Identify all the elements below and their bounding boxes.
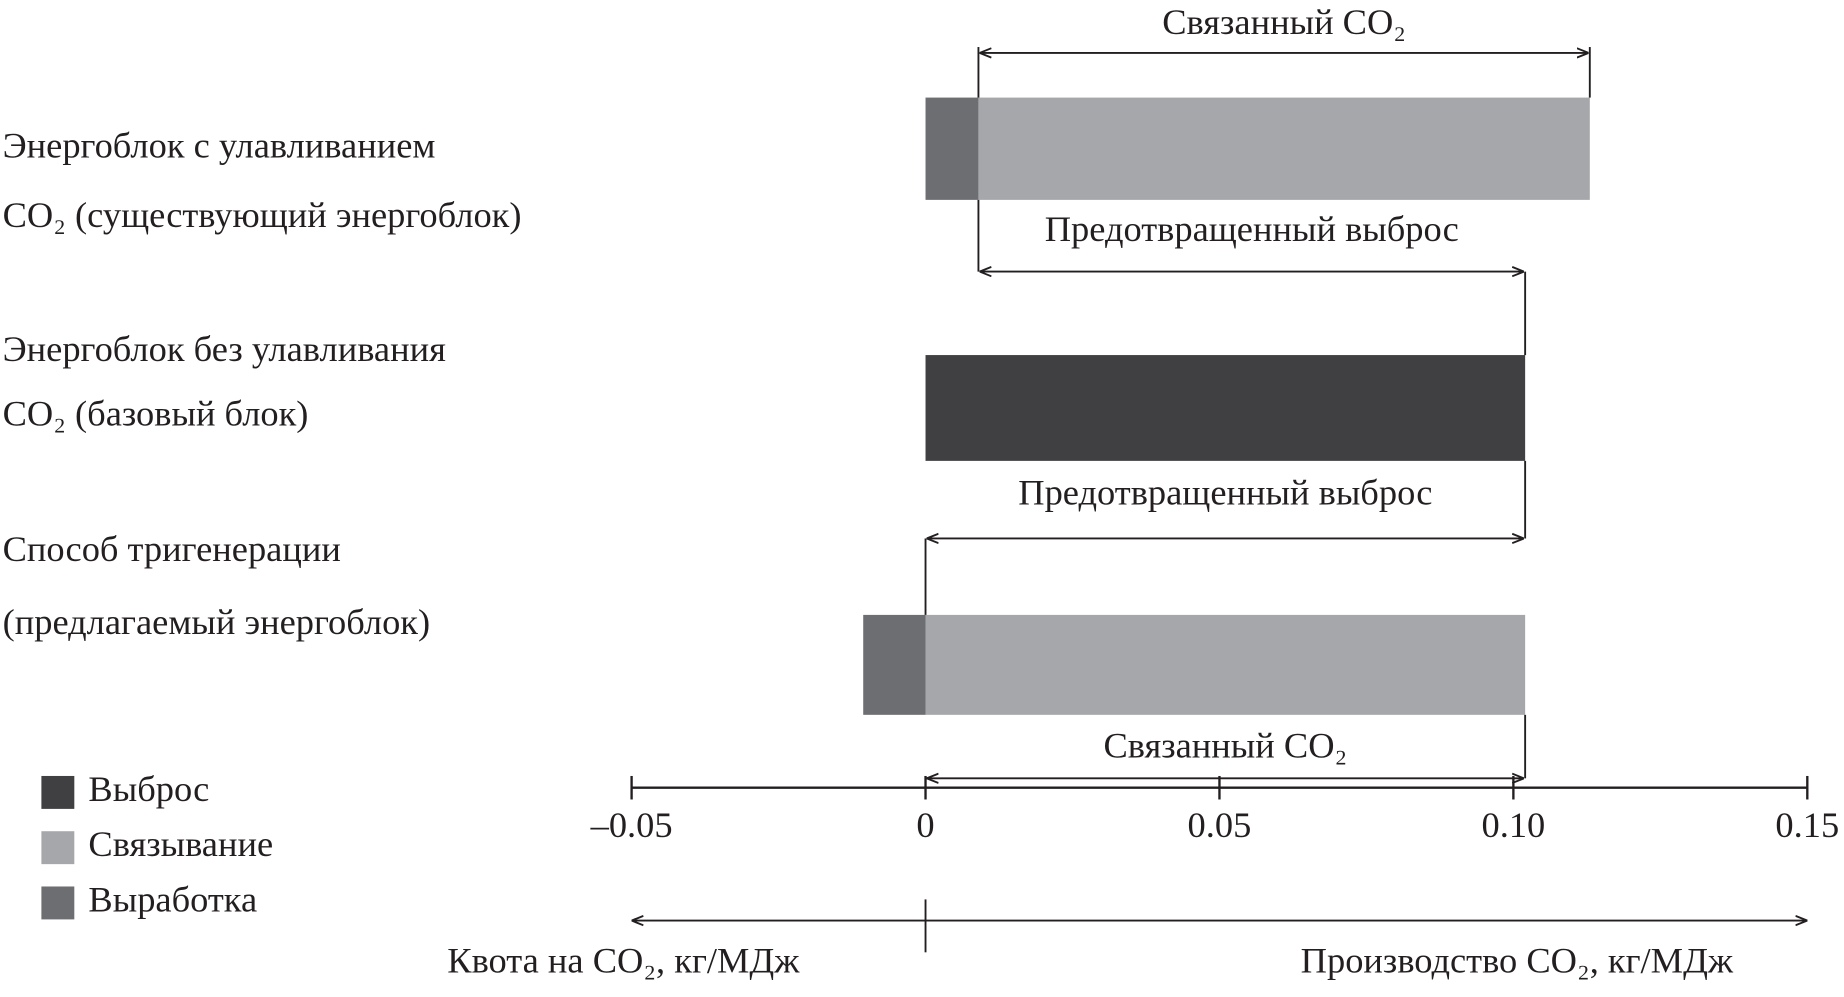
x-tick-label: 0.05 [1188, 805, 1252, 845]
bar-segment [925, 97, 979, 200]
legend-swatch [41, 886, 75, 920]
category-label: Энергоблок с улавливанием [3, 126, 436, 166]
legend-swatch [41, 831, 75, 865]
legend-label: Выработка [88, 879, 257, 919]
legend-label: Связывание [88, 824, 273, 864]
legend-swatch [41, 775, 75, 809]
legend-label: Выброс [88, 769, 209, 809]
x-tick-label: –0.05 [590, 805, 673, 845]
direction-label: Квота на CO₂, кг/МДж [447, 940, 800, 980]
annotation: Предотвращенный выброс [1018, 473, 1432, 513]
x-tick-label: 0 [916, 805, 934, 845]
annotation: Связанный CO₂ [1162, 2, 1406, 42]
x-tick-label: 0.10 [1481, 805, 1545, 845]
bar-segment [925, 355, 1526, 461]
category-label: CO₂ (существующий энергоблок) [3, 195, 522, 235]
annotation: Предотвращенный выброс [1045, 209, 1459, 249]
bar-segment [925, 614, 1526, 715]
category-label: (предлагаемый энергоблок) [3, 602, 431, 642]
category-label: Способ тригенерации [3, 529, 341, 569]
category-label: CO₂ (базовый блок) [3, 394, 309, 434]
annotation: Связанный CO₂ [1103, 725, 1347, 765]
category-label: Энергоблок без улавливания [3, 329, 447, 369]
x-tick-label: 0.15 [1775, 805, 1839, 845]
direction-label: Производство CO₂, кг/МДж [1301, 940, 1734, 980]
bar-segment [978, 97, 1590, 200]
bar-segment [863, 614, 926, 715]
